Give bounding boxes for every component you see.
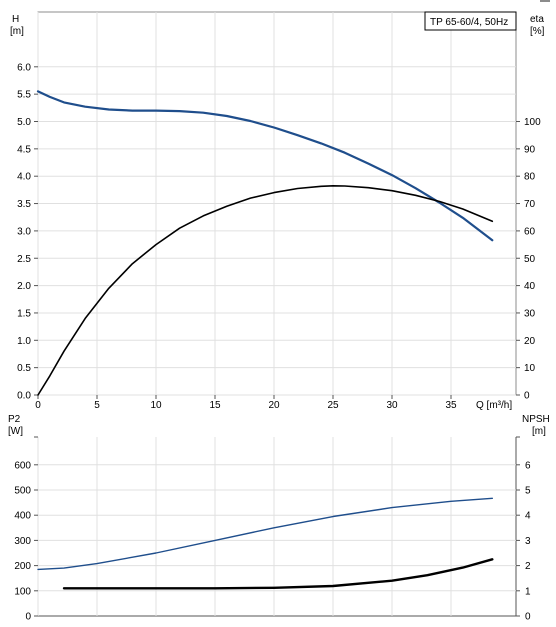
chart-title-box bbox=[424, 11, 517, 31]
y-tick-label-right: 100 bbox=[524, 117, 541, 128]
y-tick-label-right: 40 bbox=[524, 281, 536, 292]
y-tick-label-left: 4.5 bbox=[17, 144, 31, 155]
y-tick-label-left: 2.0 bbox=[17, 281, 31, 292]
npsh-label-line2: [m] bbox=[532, 426, 546, 437]
y-tick-label-right: 90 bbox=[524, 144, 536, 155]
x-tick-label: 25 bbox=[327, 400, 339, 411]
top-x-ticks: 0 5 10 15 20 25 30 35 bbox=[35, 395, 457, 411]
x-tick-label: 10 bbox=[150, 400, 162, 411]
head-curve bbox=[36, 90, 494, 242]
y-tick-label-left: 0.0 bbox=[17, 391, 31, 402]
x-tick-label: 20 bbox=[268, 400, 280, 411]
y-tick-label-left: 1.5 bbox=[17, 308, 31, 319]
bottom-grid bbox=[37, 437, 517, 617]
y-tick-label-right: 10 bbox=[524, 363, 536, 374]
y-tick-label-left: 0 bbox=[25, 612, 31, 623]
top-y-ticks-right: 0 10 20 30 40 50 60 70 80 90 100 bbox=[516, 117, 541, 402]
x-axis-label: Q [m³/h] bbox=[476, 400, 512, 411]
x-tick-label: 30 bbox=[386, 400, 398, 411]
y-tick-label-right: 60 bbox=[524, 226, 536, 237]
y-tick-label-left: 500 bbox=[14, 486, 31, 497]
y-tick-label-right: 3 bbox=[525, 536, 531, 547]
y-tick-label-right: 0 bbox=[525, 612, 531, 623]
npsh-label-line1: NPSH bbox=[522, 414, 550, 425]
y-label-left-line2: [m] bbox=[10, 26, 24, 37]
y-tick-label-left: 3.5 bbox=[17, 199, 31, 210]
p2-label-line2: [W] bbox=[8, 426, 23, 437]
y-tick-label-left: 3.0 bbox=[17, 226, 31, 237]
y-tick-label-right: 70 bbox=[524, 199, 536, 210]
x-tick-label: 0 bbox=[35, 400, 41, 411]
y-tick-label-right: 2 bbox=[525, 561, 531, 572]
top-grid bbox=[37, 12, 516, 396]
y-tick-label-right: 4 bbox=[525, 511, 531, 522]
x-tick-label: 5 bbox=[94, 400, 100, 411]
y-tick-label-left: 2.5 bbox=[17, 254, 31, 265]
top-y-ticks-left: 0.0 0.5 1.0 1.5 2.0 2.5 3.0 3.5 4.0 4.5 5.0 5.5 6.0 bbox=[17, 62, 38, 402]
top-series bbox=[36, 90, 494, 396]
npsh-curve bbox=[62, 558, 494, 590]
y-tick-label-left: 6.0 bbox=[17, 62, 31, 73]
y-tick-label-right: 5 bbox=[525, 486, 531, 497]
y-label-right-line1: eta bbox=[530, 14, 544, 25]
efficiency-curve bbox=[37, 185, 494, 396]
x-tick-label: 35 bbox=[445, 400, 457, 411]
y-tick-label-left: 4.0 bbox=[17, 172, 31, 183]
corner-mark bbox=[540, 0, 550, 2]
y-tick-label-left: 5.0 bbox=[17, 117, 31, 128]
y-tick-label-left: 5.5 bbox=[17, 90, 31, 101]
y-tick-label-left: 300 bbox=[14, 536, 31, 547]
y-tick-label-left: 400 bbox=[14, 511, 31, 522]
y-tick-label-right: 80 bbox=[524, 172, 536, 183]
y-label-left-line1: H bbox=[12, 14, 19, 25]
bottom-y-ticks-left: 0 100 200 300 400 500 600 bbox=[14, 436, 38, 623]
power-curve bbox=[37, 497, 493, 571]
chart-title: TP 65-60/4, 50Hz bbox=[430, 17, 508, 28]
y-tick-label-right: 6 bbox=[525, 460, 531, 471]
y-tick-label-left: 200 bbox=[14, 561, 31, 572]
y-tick-label-left: 600 bbox=[14, 460, 31, 471]
y-tick-label-right: 0 bbox=[524, 391, 530, 402]
y-tick-label-right: 1 bbox=[525, 586, 531, 597]
y-tick-label-right: 50 bbox=[524, 254, 536, 265]
bottom-series bbox=[37, 497, 494, 590]
y-tick-label-right: 20 bbox=[524, 336, 536, 347]
bottom-y-ticks-right: 0 1 2 3 4 5 6 bbox=[516, 436, 531, 623]
top-panel: 0 5 10 15 20 25 30 35 0.0 0.5 1.0 1.5 2.0 2.5 3.0 3.5 4… bbox=[10, 11, 545, 411]
y-tick-label-left: 0.5 bbox=[17, 363, 31, 374]
p2-label-line1: P2 bbox=[8, 414, 21, 425]
y-tick-label-left: 100 bbox=[14, 586, 31, 597]
x-tick-label: 15 bbox=[209, 400, 221, 411]
y-tick-label-right: 30 bbox=[524, 308, 536, 319]
y-tick-label-left: 1.0 bbox=[17, 336, 31, 347]
y-label-right-line2: [%] bbox=[530, 26, 545, 37]
